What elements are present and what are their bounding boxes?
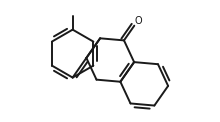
Text: O: O	[134, 15, 142, 25]
